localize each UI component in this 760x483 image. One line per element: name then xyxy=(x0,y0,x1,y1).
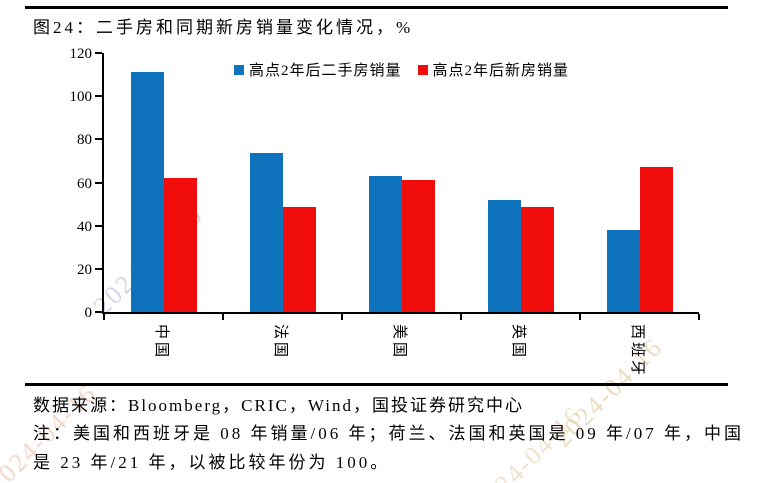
y-axis-tick-mark xyxy=(95,224,102,227)
y-axis-tick-mark xyxy=(95,311,102,313)
bar-newhome-法国 xyxy=(282,207,316,312)
legend-swatch-secondhand-icon xyxy=(233,64,244,75)
x-category-label: 中国 xyxy=(152,324,169,361)
x-axis-tick-mark xyxy=(103,314,105,320)
x-axis-tick-mark xyxy=(222,314,224,320)
x-category-label: 法国 xyxy=(271,324,288,361)
top-divider xyxy=(25,6,728,9)
x-category-label: 美国 xyxy=(390,324,407,361)
y-axis-tick-mark xyxy=(95,95,102,98)
legend-label-newhome: 高点2年后新房销量 xyxy=(432,63,570,79)
figure-title: 图24：二手房和同期新房销量变化情况，% xyxy=(33,18,414,37)
bar-secondhand-英国 xyxy=(487,199,521,312)
bar-newhome-英国 xyxy=(520,207,554,312)
bar-secondhand-法国 xyxy=(249,153,283,312)
legend-item-newhome: 高点2年后新房销量 xyxy=(417,59,570,80)
y-axis-tick-label: 120 xyxy=(69,46,93,62)
bar-newhome-西班牙 xyxy=(639,167,673,312)
bar-newhome-美国 xyxy=(401,180,435,312)
y-axis-tick-mark xyxy=(95,267,102,270)
x-axis-line xyxy=(102,312,699,314)
legend-label-secondhand: 高点2年后二手房销量 xyxy=(248,63,402,79)
bar-newhome-中国 xyxy=(163,178,197,312)
y-axis-tick-mark xyxy=(95,52,102,54)
y-axis-tick-label: 100 xyxy=(69,89,93,106)
data-source-text: 数据来源：Bloomberg，CRIC，Wind，国投证券研究中心 xyxy=(33,396,524,415)
bar-secondhand-美国 xyxy=(368,176,402,312)
y-axis-tick-label: 80 xyxy=(77,132,92,149)
y-axis-tick-mark xyxy=(95,138,102,141)
bar-secondhand-中国 xyxy=(130,72,164,312)
x-axis-tick-mark xyxy=(579,314,581,320)
legend-swatch-newhome-icon xyxy=(417,64,428,75)
x-axis-tick-mark xyxy=(698,314,700,320)
x-category-label: 英国 xyxy=(509,324,526,361)
x-axis-tick-mark xyxy=(460,314,462,320)
note-text-line2: 是 23 年/21 年，以被比较年份为 100。 xyxy=(33,453,391,472)
bar-secondhand-西班牙 xyxy=(606,229,640,312)
x-category-label: 西班牙 xyxy=(628,324,645,379)
y-axis-line xyxy=(102,53,104,314)
chart-legend: 高点2年后二手房销量 高点2年后新房销量 xyxy=(104,59,699,80)
y-axis-tick-label: 20 xyxy=(77,261,92,278)
y-axis-tick-mark xyxy=(95,181,102,184)
note-text-line1: 注：美国和西班牙是 08 年销量/06 年；荷兰、法国和英国是 09 年/07 … xyxy=(33,424,744,443)
legend-item-secondhand: 高点2年后二手房销量 xyxy=(233,59,402,80)
bottom-divider xyxy=(25,383,728,386)
y-axis-tick-label: 60 xyxy=(77,175,92,192)
y-axis-tick-label: 40 xyxy=(77,218,92,235)
x-axis-tick-mark xyxy=(341,314,343,320)
y-axis-tick-label: 0 xyxy=(84,305,93,321)
